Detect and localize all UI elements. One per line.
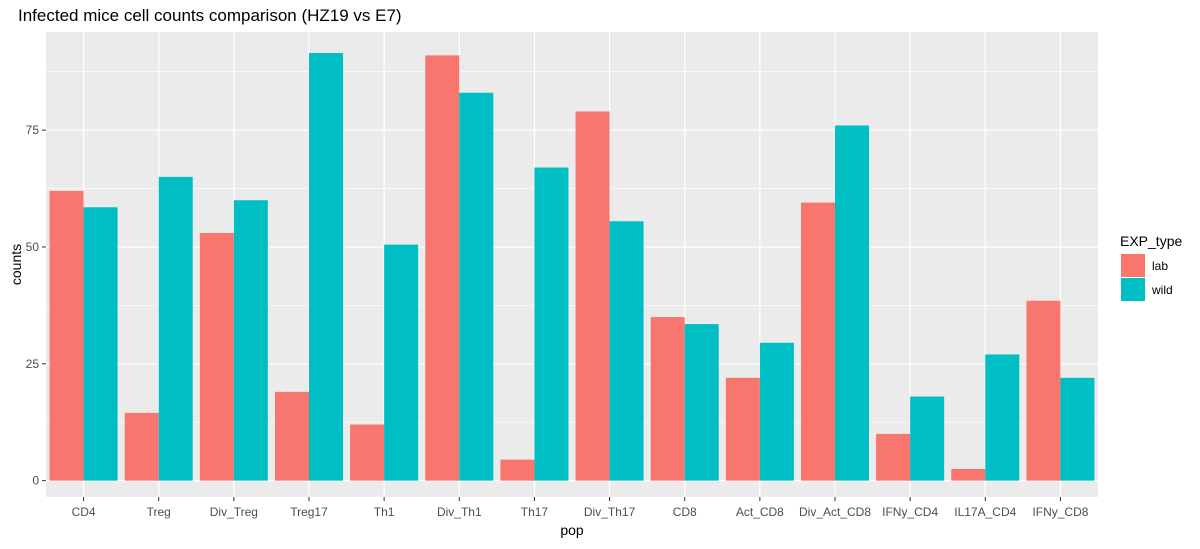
bar-wild-Div_Treg — [233, 200, 268, 481]
bar-lab-Th17 — [500, 459, 535, 481]
bar-wild-IFNy_CD8 — [1060, 377, 1095, 481]
bar-lab-CD4 — [49, 190, 84, 481]
legend-title: EXP_type — [1120, 233, 1182, 249]
y-tick-label: 25 — [26, 357, 40, 371]
legend-key-lab — [1121, 254, 1145, 277]
x-axis-ticks: CD4 Treg Div_Treg Treg17 Th1 Div_Th1 Th17 Div_T… — [72, 497, 1089, 519]
bar-lab-CD8 — [650, 317, 685, 481]
bar-lab-Treg17 — [275, 391, 309, 481]
y-tick-label: 0 — [32, 474, 39, 488]
x-tick-label: Treg17 — [290, 505, 328, 519]
x-tick-label: Th1 — [374, 505, 395, 519]
bar-lab-IFNy_CD4 — [876, 433, 911, 481]
bar-lab-Act_CD8 — [725, 377, 760, 481]
x-tick-label: CD4 — [72, 505, 96, 519]
bar-wild-CD4 — [83, 207, 118, 481]
bar-wild-Div_Act_CD8 — [835, 125, 869, 481]
chart-title: Infected mice cell counts comparison (HZ… — [18, 6, 402, 25]
legend-label-lab: lab — [1152, 259, 1168, 273]
y-axis-ticks: 0 25 50 75 — [26, 123, 46, 488]
bar-wild-IFNy_CD4 — [910, 396, 945, 481]
legend-key-wild — [1121, 278, 1145, 301]
bars — [49, 53, 1095, 481]
x-tick-label: IFNy_CD4 — [882, 505, 938, 519]
bar-wild-IL17A_CD4 — [985, 354, 1020, 481]
bar-wild-Th17 — [534, 167, 569, 481]
bar-wild-Treg17 — [309, 53, 343, 481]
bar-lab-IL17A_CD4 — [951, 468, 986, 481]
bar-lab-Th1 — [350, 424, 385, 481]
bar-wild-Treg — [158, 176, 193, 481]
bar-wild-Div_Th17 — [609, 221, 644, 481]
bar-lab-Div_Th17 — [575, 111, 610, 481]
x-axis-title: pop — [560, 522, 584, 538]
bar-lab-Div_Th1 — [425, 55, 460, 481]
bar-wild-Div_Th1 — [459, 92, 494, 481]
x-tick-label: Act_CD8 — [736, 505, 784, 519]
bar-wild-CD8 — [684, 324, 719, 481]
bar-wild-Th1 — [384, 244, 419, 481]
x-tick-label: Div_Treg — [210, 505, 258, 519]
legend: EXP_type lab wild — [1120, 233, 1182, 301]
bar-lab-IFNy_CD8 — [1026, 300, 1061, 481]
x-tick-label: IL17A_CD4 — [954, 505, 1016, 519]
x-tick-label: Treg — [147, 505, 171, 519]
bar-lab-Div_Act_CD8 — [801, 202, 835, 481]
bar-wild-Act_CD8 — [759, 342, 794, 481]
x-tick-label: Div_Act_CD8 — [799, 505, 871, 519]
x-tick-label: IFNy_CD8 — [1032, 505, 1088, 519]
y-tick-label: 50 — [26, 240, 40, 254]
bar-lab-Treg — [124, 412, 159, 481]
legend-label-wild: wild — [1151, 283, 1173, 297]
y-axis-title: counts — [8, 244, 24, 285]
y-tick-label: 75 — [26, 123, 40, 137]
x-tick-label: Div_Th1 — [437, 505, 482, 519]
x-tick-label: CD8 — [673, 505, 697, 519]
bar-lab-Div_Treg — [199, 232, 234, 481]
x-tick-label: Div_Th17 — [584, 505, 636, 519]
x-tick-label: Th17 — [521, 505, 549, 519]
